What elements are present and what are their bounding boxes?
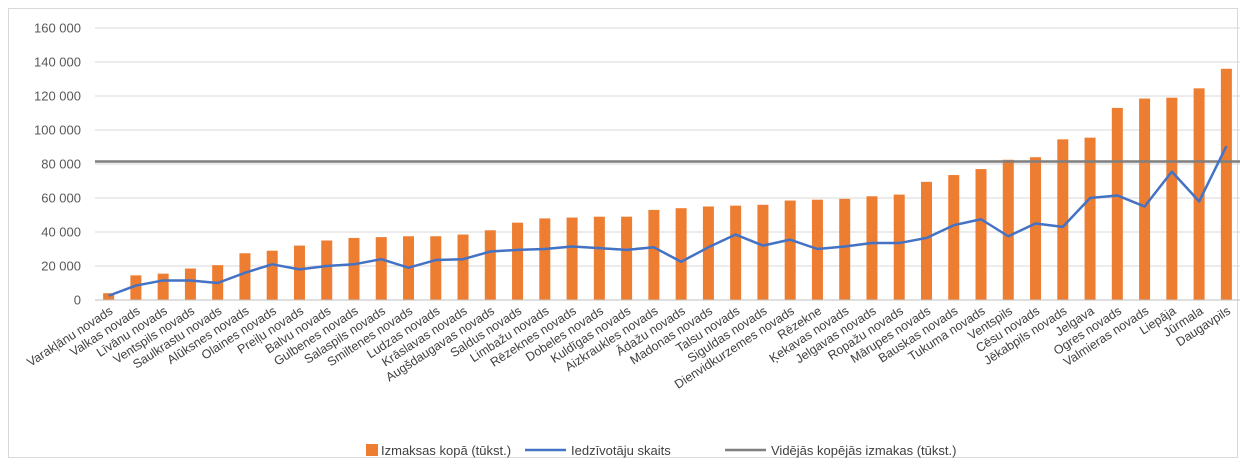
bar	[130, 275, 142, 300]
bar	[1220, 68, 1232, 300]
bar	[457, 234, 469, 300]
bar	[293, 245, 305, 300]
bar	[1084, 137, 1096, 300]
y-tick-label: 40 000	[41, 225, 81, 240]
y-tick-label: 120 000	[34, 89, 81, 104]
legend: Izmaksas kopā (tūkst.) Iedzīvotāju skait…	[366, 443, 956, 458]
bar	[593, 216, 605, 300]
bar	[730, 205, 742, 300]
bar	[975, 169, 987, 300]
bar	[321, 240, 333, 300]
y-tick-label: 20 000	[41, 259, 81, 274]
bar	[375, 237, 387, 300]
bar	[784, 200, 796, 300]
bar	[430, 236, 442, 300]
y-tick-label: 80 000	[41, 157, 81, 172]
population-line-series	[108, 145, 1228, 297]
bar	[103, 293, 115, 300]
bar	[1139, 98, 1151, 300]
legend-swatch-bar	[366, 444, 378, 456]
y-tick-label: 160 000	[34, 21, 81, 36]
y-tick-label: 0	[74, 293, 81, 308]
bar	[893, 194, 905, 300]
bar	[621, 216, 633, 300]
bar	[757, 204, 769, 300]
y-tick-label: 140 000	[34, 55, 81, 70]
bar	[920, 181, 932, 300]
bar	[566, 217, 578, 300]
y-tick-label: 60 000	[41, 191, 81, 206]
legend-label-bar: Izmaksas kopā (tūkst.)	[381, 443, 511, 458]
bar	[539, 218, 551, 300]
legend-label-average: Vidējās kopējās izmakas (tūkst.)	[771, 443, 956, 458]
bar	[348, 237, 360, 300]
bar	[484, 230, 496, 300]
bar	[1111, 107, 1123, 301]
bar	[1193, 88, 1205, 300]
y-axis: 0 20 000 40 000 60 000 80 000 100 000 120 000 1…	[34, 21, 81, 308]
legend-label-population: Iedzīvotāju skaits	[571, 443, 671, 458]
bar	[1057, 139, 1069, 300]
bar	[839, 198, 851, 300]
bar	[702, 206, 714, 300]
bar	[675, 208, 687, 300]
population-line	[108, 145, 1228, 297]
bar	[157, 273, 169, 300]
bar	[866, 196, 878, 300]
bar	[948, 175, 960, 300]
bar	[512, 222, 524, 300]
bar	[1002, 159, 1014, 300]
bar	[1030, 157, 1042, 300]
y-tick-label: 100 000	[34, 123, 81, 138]
bar	[648, 209, 660, 300]
bar	[239, 253, 251, 300]
bar	[184, 268, 196, 300]
bar	[266, 250, 278, 300]
bar	[1166, 97, 1178, 300]
